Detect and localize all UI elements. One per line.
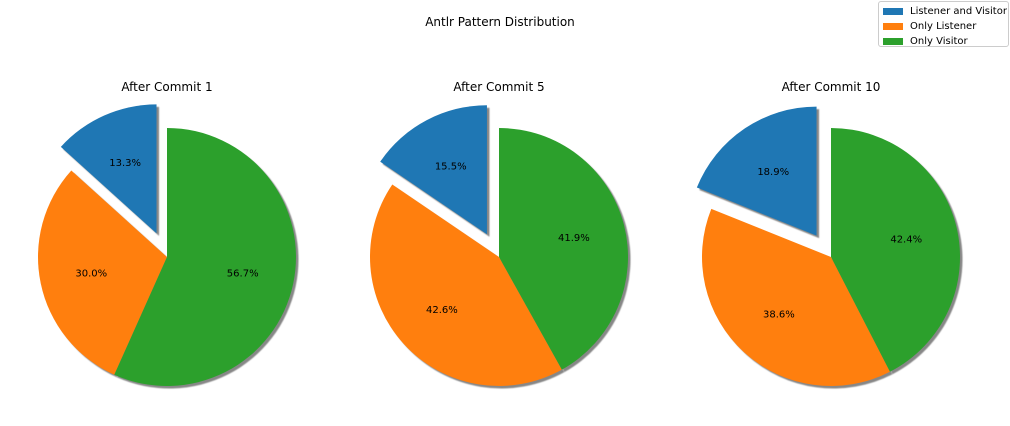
- pie-3: After Commit 10 18.9% 38.6% 42.4%: [696, 80, 963, 389]
- legend-item-only-listener: Only Listener: [883, 19, 1004, 34]
- pct-label: 41.9%: [558, 233, 590, 244]
- pie-title: After Commit 5: [453, 80, 544, 94]
- pct-label: 18.9%: [757, 167, 789, 178]
- pie-2: After Commit 5 15.5% 42.6% 41.9%: [370, 80, 631, 389]
- pct-label: 30.0%: [75, 268, 107, 279]
- legend-swatch-orange: [883, 23, 903, 30]
- legend: Listener and Visitor Only Listener Only …: [878, 1, 1009, 47]
- wedge-listener-and-visitor: [380, 105, 487, 235]
- legend-swatch-blue: [883, 8, 903, 15]
- legend-label: Only Listener: [910, 21, 977, 32]
- legend-item-listener-and-visitor: Listener and Visitor: [883, 4, 1007, 19]
- pct-label: 42.4%: [890, 234, 922, 245]
- chart-title: Antlr Pattern Distribution: [425, 15, 575, 29]
- pct-label: 42.6%: [426, 305, 458, 316]
- pie-1: After Commit 1 13.3% 30.0% 56.7%: [37, 80, 299, 389]
- wedge-listener-and-visitor: [60, 104, 157, 234]
- legend-label: Only Visitor: [910, 36, 968, 47]
- pies-group: After Commit 113.3%30.0% 56.7%After Commi…: [37, 80, 963, 389]
- wedge-only-listener: [37, 170, 167, 375]
- wedge-only-visitor: [114, 128, 296, 387]
- wedge-listener-and-visitor: [696, 106, 817, 236]
- legend-swatch-green: [883, 38, 903, 45]
- wedge-only-visitor: [499, 128, 629, 370]
- pie-title: After Commit 1: [121, 80, 212, 94]
- wedge-only-listener: [370, 184, 562, 387]
- legend-item-only-visitor: Only Visitor: [883, 34, 1004, 49]
- pct-label: 15.5%: [435, 161, 467, 172]
- pct-label: 38.6%: [763, 310, 795, 321]
- wedge-only-listener: [701, 208, 890, 387]
- pct-label: 56.7%: [227, 269, 259, 280]
- legend-label: Listener and Visitor: [910, 6, 1007, 17]
- pct-label: 13.3%: [109, 158, 141, 169]
- pie-title: After Commit 10: [782, 80, 881, 94]
- wedge-only-visitor: [831, 128, 961, 372]
